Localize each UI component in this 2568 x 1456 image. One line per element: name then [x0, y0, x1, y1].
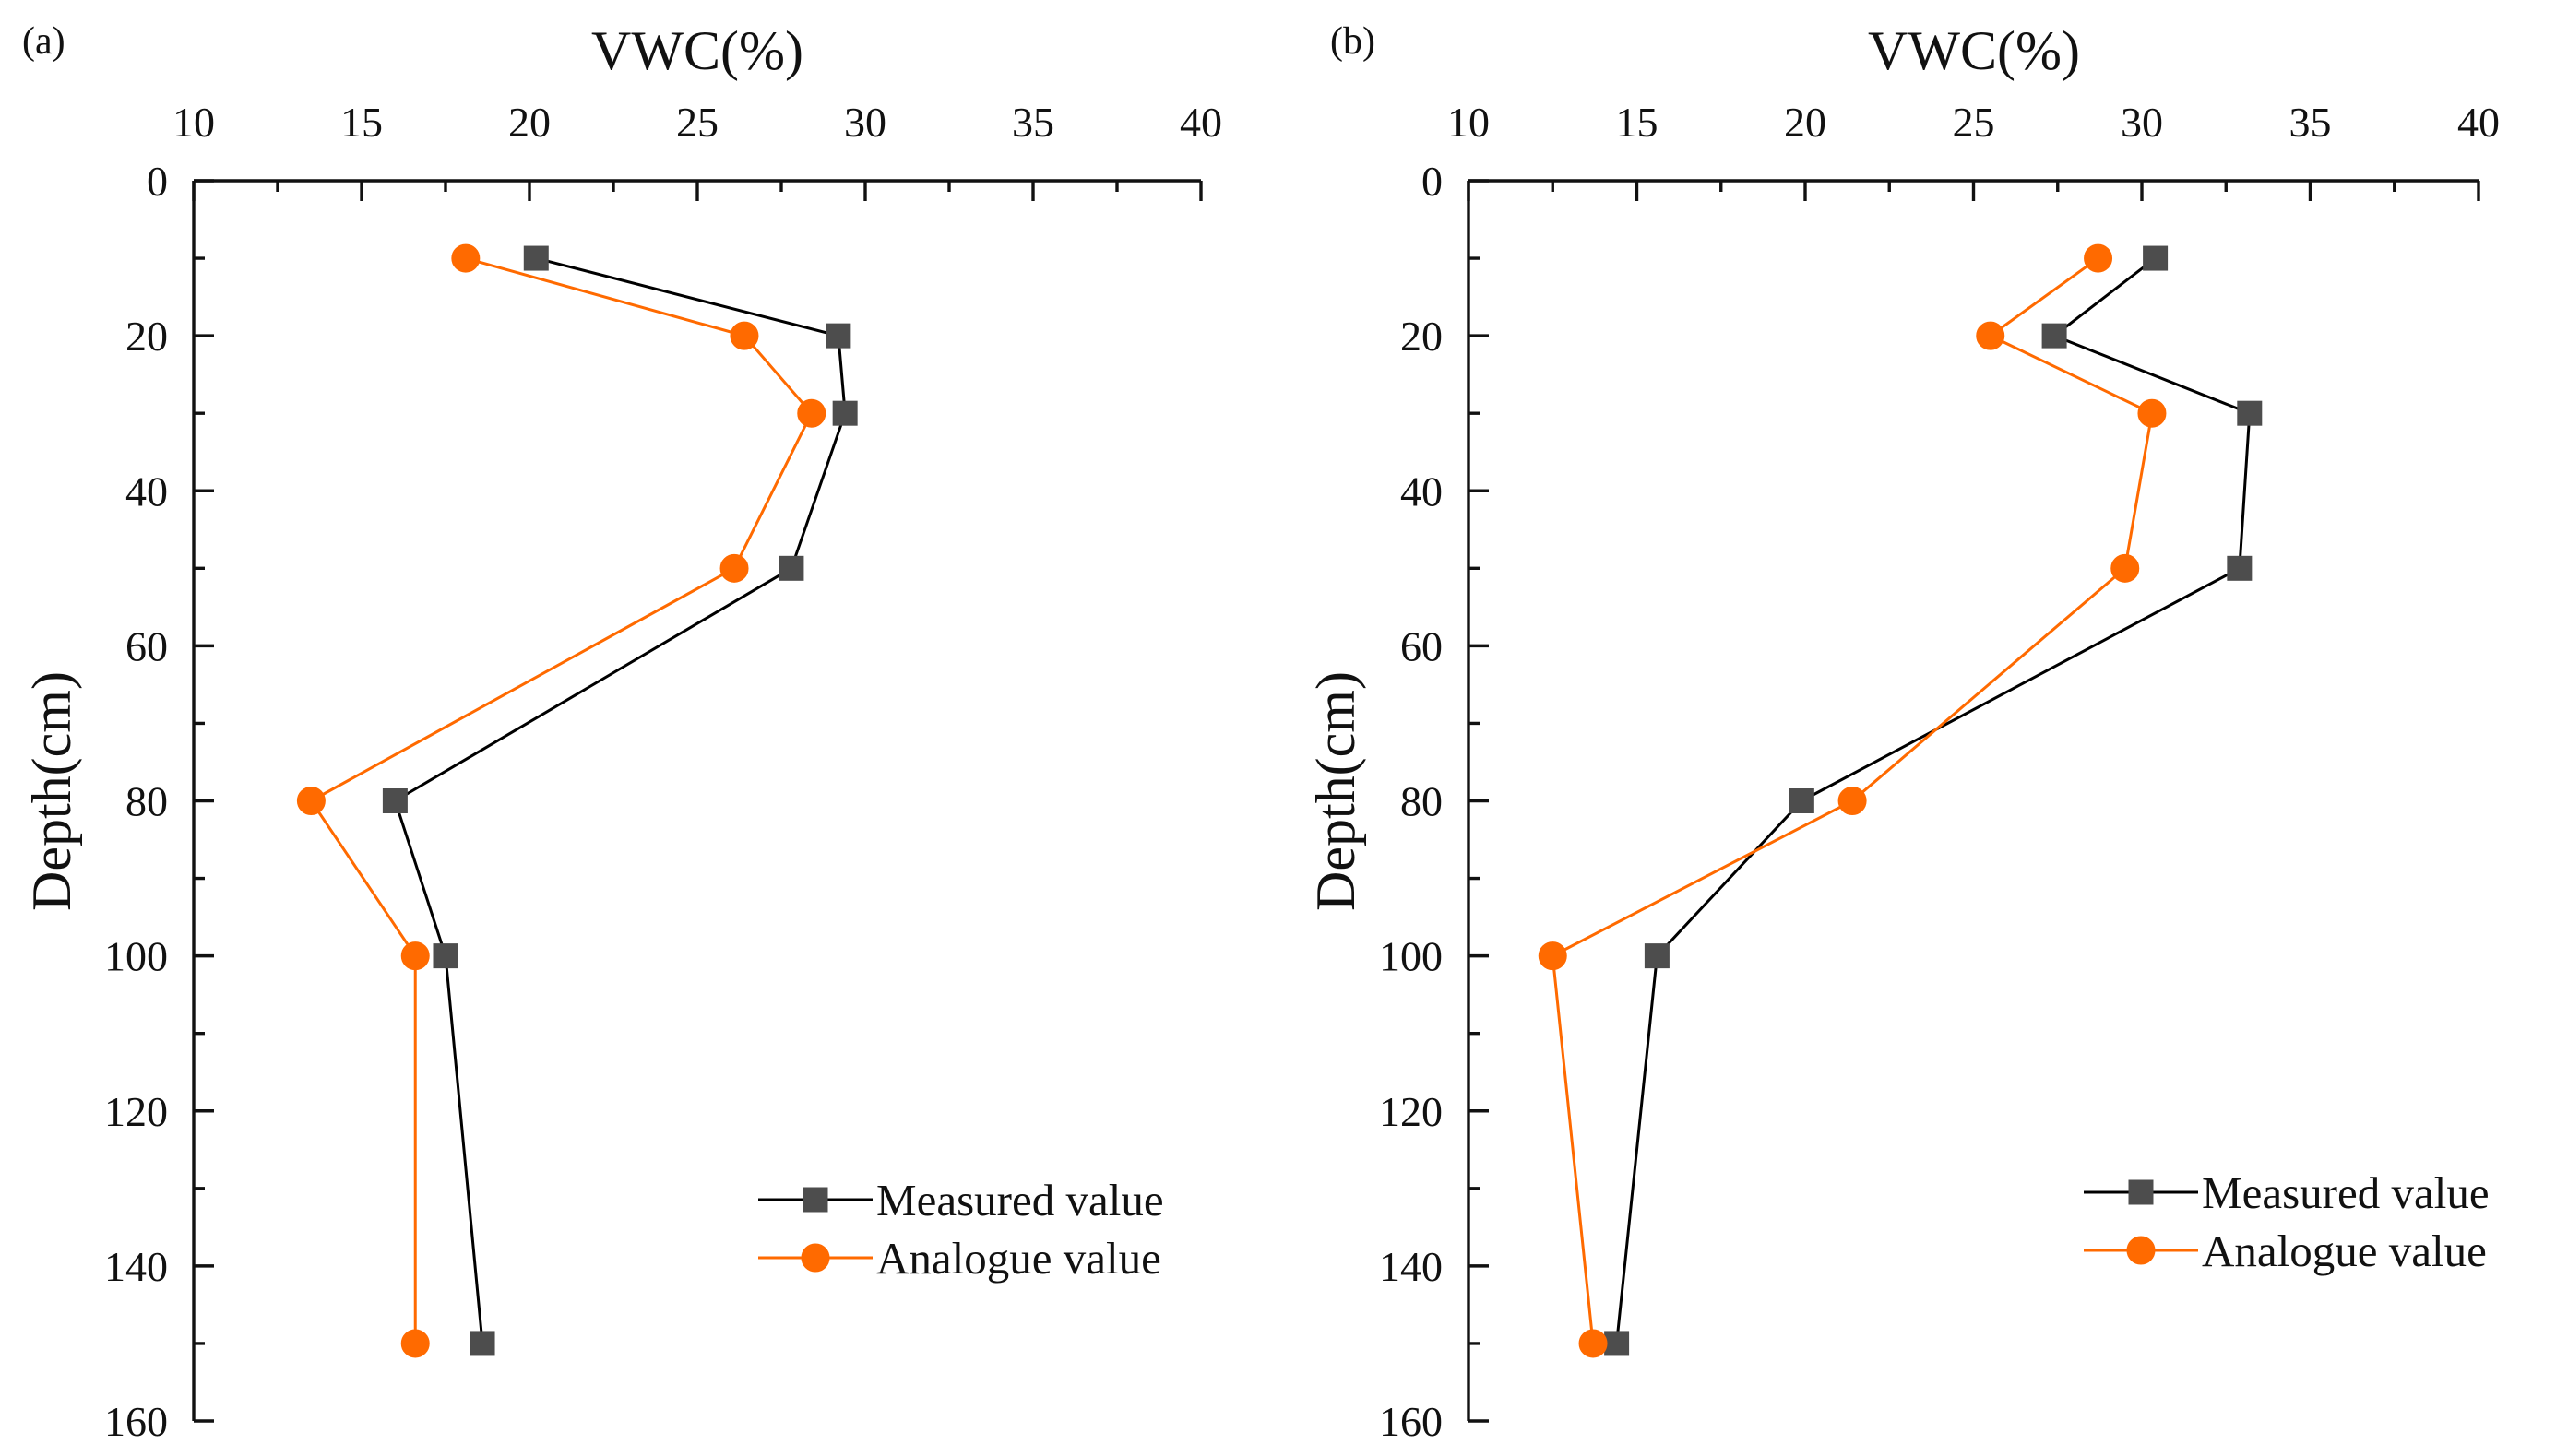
- data-point-analogue: [1976, 321, 2005, 350]
- y-tick-label: 160: [1379, 1398, 1443, 1445]
- x-axis-ticks-a: 10 15 20 25 30 35 40: [172, 99, 1222, 201]
- data-point-analogue: [730, 321, 759, 350]
- data-point-analogue: [296, 787, 326, 815]
- x-tick-label: 10: [1447, 99, 1490, 146]
- legend-label: Analogue value: [2202, 1225, 2487, 1276]
- data-point-analogue: [400, 941, 430, 971]
- data-point-measured: [2227, 555, 2253, 581]
- legend-marker: [801, 1243, 830, 1273]
- y-tick-label: 60: [1400, 622, 1443, 669]
- data-point-analogue: [2110, 553, 2140, 583]
- y-axis-title-b: Depth(cm): [1305, 671, 1366, 911]
- data-point-analogue: [1538, 941, 1567, 971]
- legend-label: Measured value: [2202, 1167, 2490, 1218]
- legend-label: Analogue value: [876, 1233, 1161, 1284]
- y-tick-label: 160: [104, 1398, 168, 1445]
- data-point-measured: [1604, 1331, 1630, 1356]
- legend-marker: [802, 1187, 828, 1213]
- x-tick-label: 35: [2289, 99, 2332, 146]
- y-tick-label: 80: [125, 778, 168, 825]
- data-point-analogue: [2137, 398, 2167, 428]
- y-tick-label: 140: [1379, 1243, 1443, 1290]
- x-tick-label: 20: [1784, 99, 1826, 146]
- legend-b: Measured value Analogue value: [2084, 1167, 2490, 1276]
- y-tick-label: 60: [125, 622, 168, 669]
- data-point-analogue: [797, 398, 826, 428]
- y-tick-label: 40: [125, 468, 168, 515]
- data-point-measured: [2237, 400, 2263, 426]
- data-point-measured: [2041, 323, 2067, 349]
- panel-label-a: (a): [22, 20, 65, 63]
- data-point-measured: [523, 245, 549, 271]
- data-point-analogue: [1837, 787, 1867, 815]
- data-point-measured: [1789, 788, 1814, 813]
- y-tick-label: 120: [1379, 1088, 1443, 1135]
- x-tick-label: 15: [1616, 99, 1658, 146]
- series-line-measured: [393, 256, 847, 1344]
- x-tick-label: 15: [340, 99, 383, 146]
- y-tick-label: 0: [147, 158, 168, 205]
- data-point-analogue: [1578, 1329, 1608, 1358]
- legend-marker: [2128, 1179, 2154, 1205]
- y-tick-label: 140: [104, 1243, 168, 1290]
- data-point-measured: [1644, 943, 1670, 969]
- x-tick-label: 40: [1180, 99, 1222, 146]
- data-point-measured: [832, 400, 858, 426]
- panel-b: (b) VWC(%) Depth(cm) 10 15 20 25 30 35 40 0 20 4…: [1305, 20, 2500, 1445]
- data-point-analogue: [400, 1329, 430, 1358]
- x-axis-ticks-b: 10 15 20 25 30 35 40: [1447, 99, 2500, 201]
- x-tick-label: 25: [1953, 99, 1995, 146]
- data-point-measured: [2143, 245, 2169, 271]
- data-point-measured: [433, 943, 458, 969]
- data-point-measured: [826, 323, 851, 349]
- y-tick-label: 40: [1400, 468, 1443, 515]
- data-point-measured: [470, 1331, 495, 1356]
- panel-label-b: (b): [1330, 20, 1375, 63]
- data-point-analogue: [451, 243, 481, 273]
- x-tick-label: 25: [676, 99, 719, 146]
- x-tick-label: 10: [172, 99, 215, 146]
- data-point-measured: [382, 788, 408, 813]
- y-tick-label: 20: [125, 313, 168, 360]
- y-tick-label: 80: [1400, 778, 1443, 825]
- data-point-analogue: [2084, 243, 2113, 273]
- plot-series-a: [296, 243, 858, 1358]
- y-axis-ticks-a: 0 20 40 60 80 100 120 140 160: [104, 158, 214, 1445]
- x-tick-label: 20: [508, 99, 551, 146]
- y-axis-title-a: Depth(cm): [21, 671, 82, 911]
- y-tick-label: 120: [104, 1088, 168, 1135]
- y-tick-label: 100: [1379, 933, 1443, 980]
- legend-a: Measured value Analogue value: [758, 1175, 1164, 1284]
- x-tick-label: 30: [2121, 99, 2163, 146]
- plot-series-b: [1538, 243, 2263, 1358]
- y-tick-label: 20: [1400, 313, 1443, 360]
- x-tick-label: 40: [2457, 99, 2500, 146]
- y-axis-ticks-b: 0 20 40 60 80 100 120 140 160: [1379, 158, 1489, 1445]
- y-tick-label: 100: [104, 933, 168, 980]
- data-point-analogue: [719, 553, 749, 583]
- x-axis-title-b: VWC(%): [1868, 20, 2080, 81]
- x-tick-label: 30: [844, 99, 886, 146]
- panel-a: (a) VWC(%) Depth(cm) 10 15 20 25 30 35 40 0 20 4…: [21, 20, 1222, 1445]
- x-tick-label: 35: [1012, 99, 1054, 146]
- y-tick-label: 0: [1421, 158, 1443, 205]
- x-axis-title-a: VWC(%): [591, 20, 803, 81]
- legend-marker: [2126, 1236, 2156, 1265]
- data-point-measured: [779, 555, 804, 581]
- legend-label: Measured value: [876, 1175, 1164, 1225]
